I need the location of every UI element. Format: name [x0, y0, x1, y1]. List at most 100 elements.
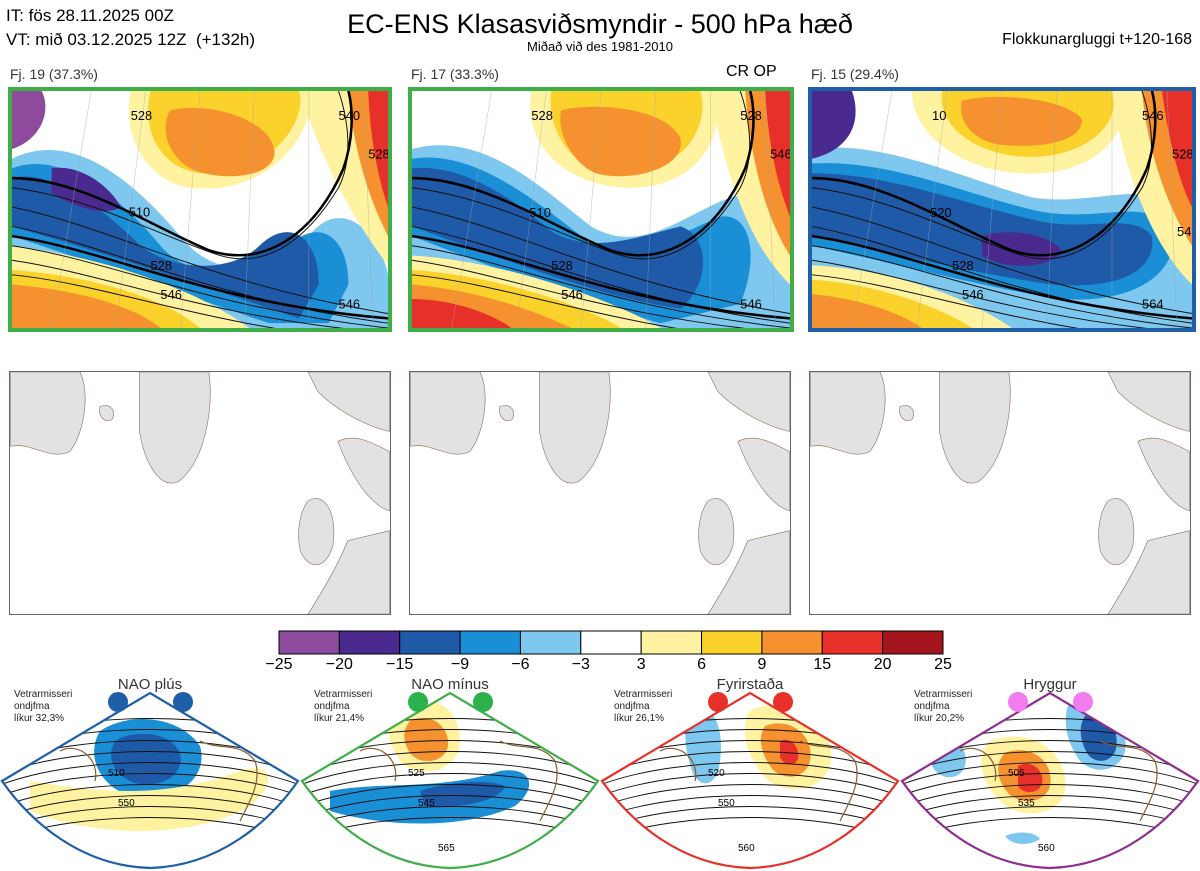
height-contour — [12, 274, 276, 328]
contour-label: 510 — [108, 768, 125, 779]
regime-frame — [900, 691, 1200, 870]
empty-basemap — [9, 371, 391, 615]
colorbar-tick-label: −20 — [325, 656, 353, 673]
colorbar-tick-label: −3 — [571, 656, 590, 673]
classification-window: Flokkunargluggi t+120-168 — [1002, 31, 1192, 48]
height-contour — [2, 784, 298, 808]
regime-marker — [408, 692, 428, 712]
height-contour — [12, 259, 345, 328]
height-contour — [2, 751, 298, 775]
contour-label: 545 — [418, 798, 435, 809]
page-title: EC-ENS Klasasviðsmyndir - 500 hPa hæð — [347, 9, 853, 39]
anomaly-shading — [404, 717, 449, 762]
basemap-land — [10, 372, 390, 614]
contour-label: 564 — [1142, 297, 1164, 312]
regime-map: 505 535 560 — [900, 691, 1200, 870]
contour-label: 528 — [368, 147, 388, 162]
anomaly-shading — [812, 173, 1153, 286]
empty-basemap — [409, 371, 791, 615]
contour-label: 10 — [932, 108, 946, 123]
contour-label: 560 — [738, 843, 755, 854]
height-contour — [302, 762, 598, 786]
contour-label: 546 — [561, 287, 583, 302]
init-time: IT: fös 28.11.2025 00Z — [6, 6, 174, 25]
anomaly-field: 528 510 528 546 546 528 546 — [412, 91, 790, 328]
height-contour — [902, 762, 1198, 786]
height-contour-bold — [12, 234, 388, 320]
anomaly-shading — [165, 107, 275, 177]
cluster-map-1: 528 510 528 546 546 540 528 — [8, 87, 392, 332]
height-contour — [2, 773, 298, 797]
valid-time: VT: mið 03.12.2025 12Z (+132h) — [6, 30, 256, 49]
anomaly-shading — [111, 733, 181, 785]
contour-label: 546 — [160, 287, 181, 302]
colorbar-segment — [640, 630, 703, 655]
anomaly-shading — [961, 96, 1082, 146]
land-shape — [410, 372, 486, 455]
contour-label: 520 — [930, 205, 952, 220]
regime-map: 525 545 565 — [300, 691, 600, 870]
land-shape — [539, 372, 611, 484]
land-shape — [499, 405, 515, 421]
height-contour — [902, 751, 1198, 775]
regime-marker — [708, 692, 728, 712]
height-contour — [602, 795, 898, 819]
height-contour — [2, 762, 298, 786]
colorbar-segment — [399, 630, 461, 655]
height-contour — [12, 206, 388, 314]
land-shape — [1107, 372, 1190, 432]
height-contour — [302, 795, 598, 819]
colorbar-segment — [761, 630, 823, 655]
land-shape — [1107, 530, 1190, 614]
empty-basemap — [809, 371, 1191, 615]
regime-marker — [173, 692, 193, 712]
anomaly-shading — [420, 781, 505, 807]
contour-label: 510 — [529, 205, 551, 220]
colorbar-segment — [701, 630, 763, 655]
height-contour — [902, 773, 1198, 797]
colorbar-tick-label: −25 — [265, 656, 293, 673]
height-contour — [302, 751, 598, 775]
height-contour — [812, 274, 1079, 328]
land-shape — [10, 372, 86, 455]
anomaly-field: 10 520 528 546 564 546 528 546 — [812, 91, 1192, 328]
anomaly-shading — [812, 294, 922, 328]
contour-label: 546 — [740, 297, 762, 312]
land-shape — [698, 498, 735, 566]
contour-label: 520 — [708, 768, 725, 779]
land-shape — [737, 437, 790, 512]
land-shape — [1098, 498, 1135, 566]
height-contour — [412, 259, 746, 328]
anomaly-shading — [412, 298, 512, 328]
contour-label: 565 — [438, 843, 455, 854]
cluster-label: Fj. 15 (29.4%) — [811, 66, 899, 82]
contour-label: 550 — [118, 798, 135, 809]
anomaly-shading — [30, 768, 269, 831]
height-contour — [812, 259, 1148, 328]
anomaly-shading — [982, 232, 1062, 266]
height-contour — [412, 225, 790, 324]
height-contour-bold — [812, 234, 1192, 320]
anomaly-shading — [12, 176, 319, 319]
anomaly-shading — [765, 91, 790, 217]
contour-label: 528 — [131, 108, 152, 123]
regime-probability-note: Vetrarmisseri ondjfma líkur 32,3% — [14, 689, 73, 724]
contour-label: 546 — [339, 297, 360, 312]
colorbar-segment — [519, 630, 582, 655]
land-shape — [707, 372, 790, 432]
land-shape — [939, 372, 1011, 484]
regime-frame — [0, 691, 300, 870]
regime-marker — [1073, 692, 1093, 712]
anomaly-shading — [560, 106, 681, 177]
height-contour-bold — [412, 91, 755, 257]
height-contour — [812, 245, 1192, 328]
anomaly-shading — [12, 91, 46, 150]
basemap-land — [410, 372, 790, 614]
regime-name: NAO mínus — [411, 676, 489, 693]
height-contour — [602, 773, 898, 797]
colorbar-tick-label: 9 — [757, 656, 767, 673]
height-contour — [412, 206, 790, 314]
anomaly-shading — [812, 91, 856, 159]
cluster-label: Fj. 17 (33.3%) — [411, 66, 499, 82]
colorbar-tick-label: 20 — [873, 656, 892, 673]
